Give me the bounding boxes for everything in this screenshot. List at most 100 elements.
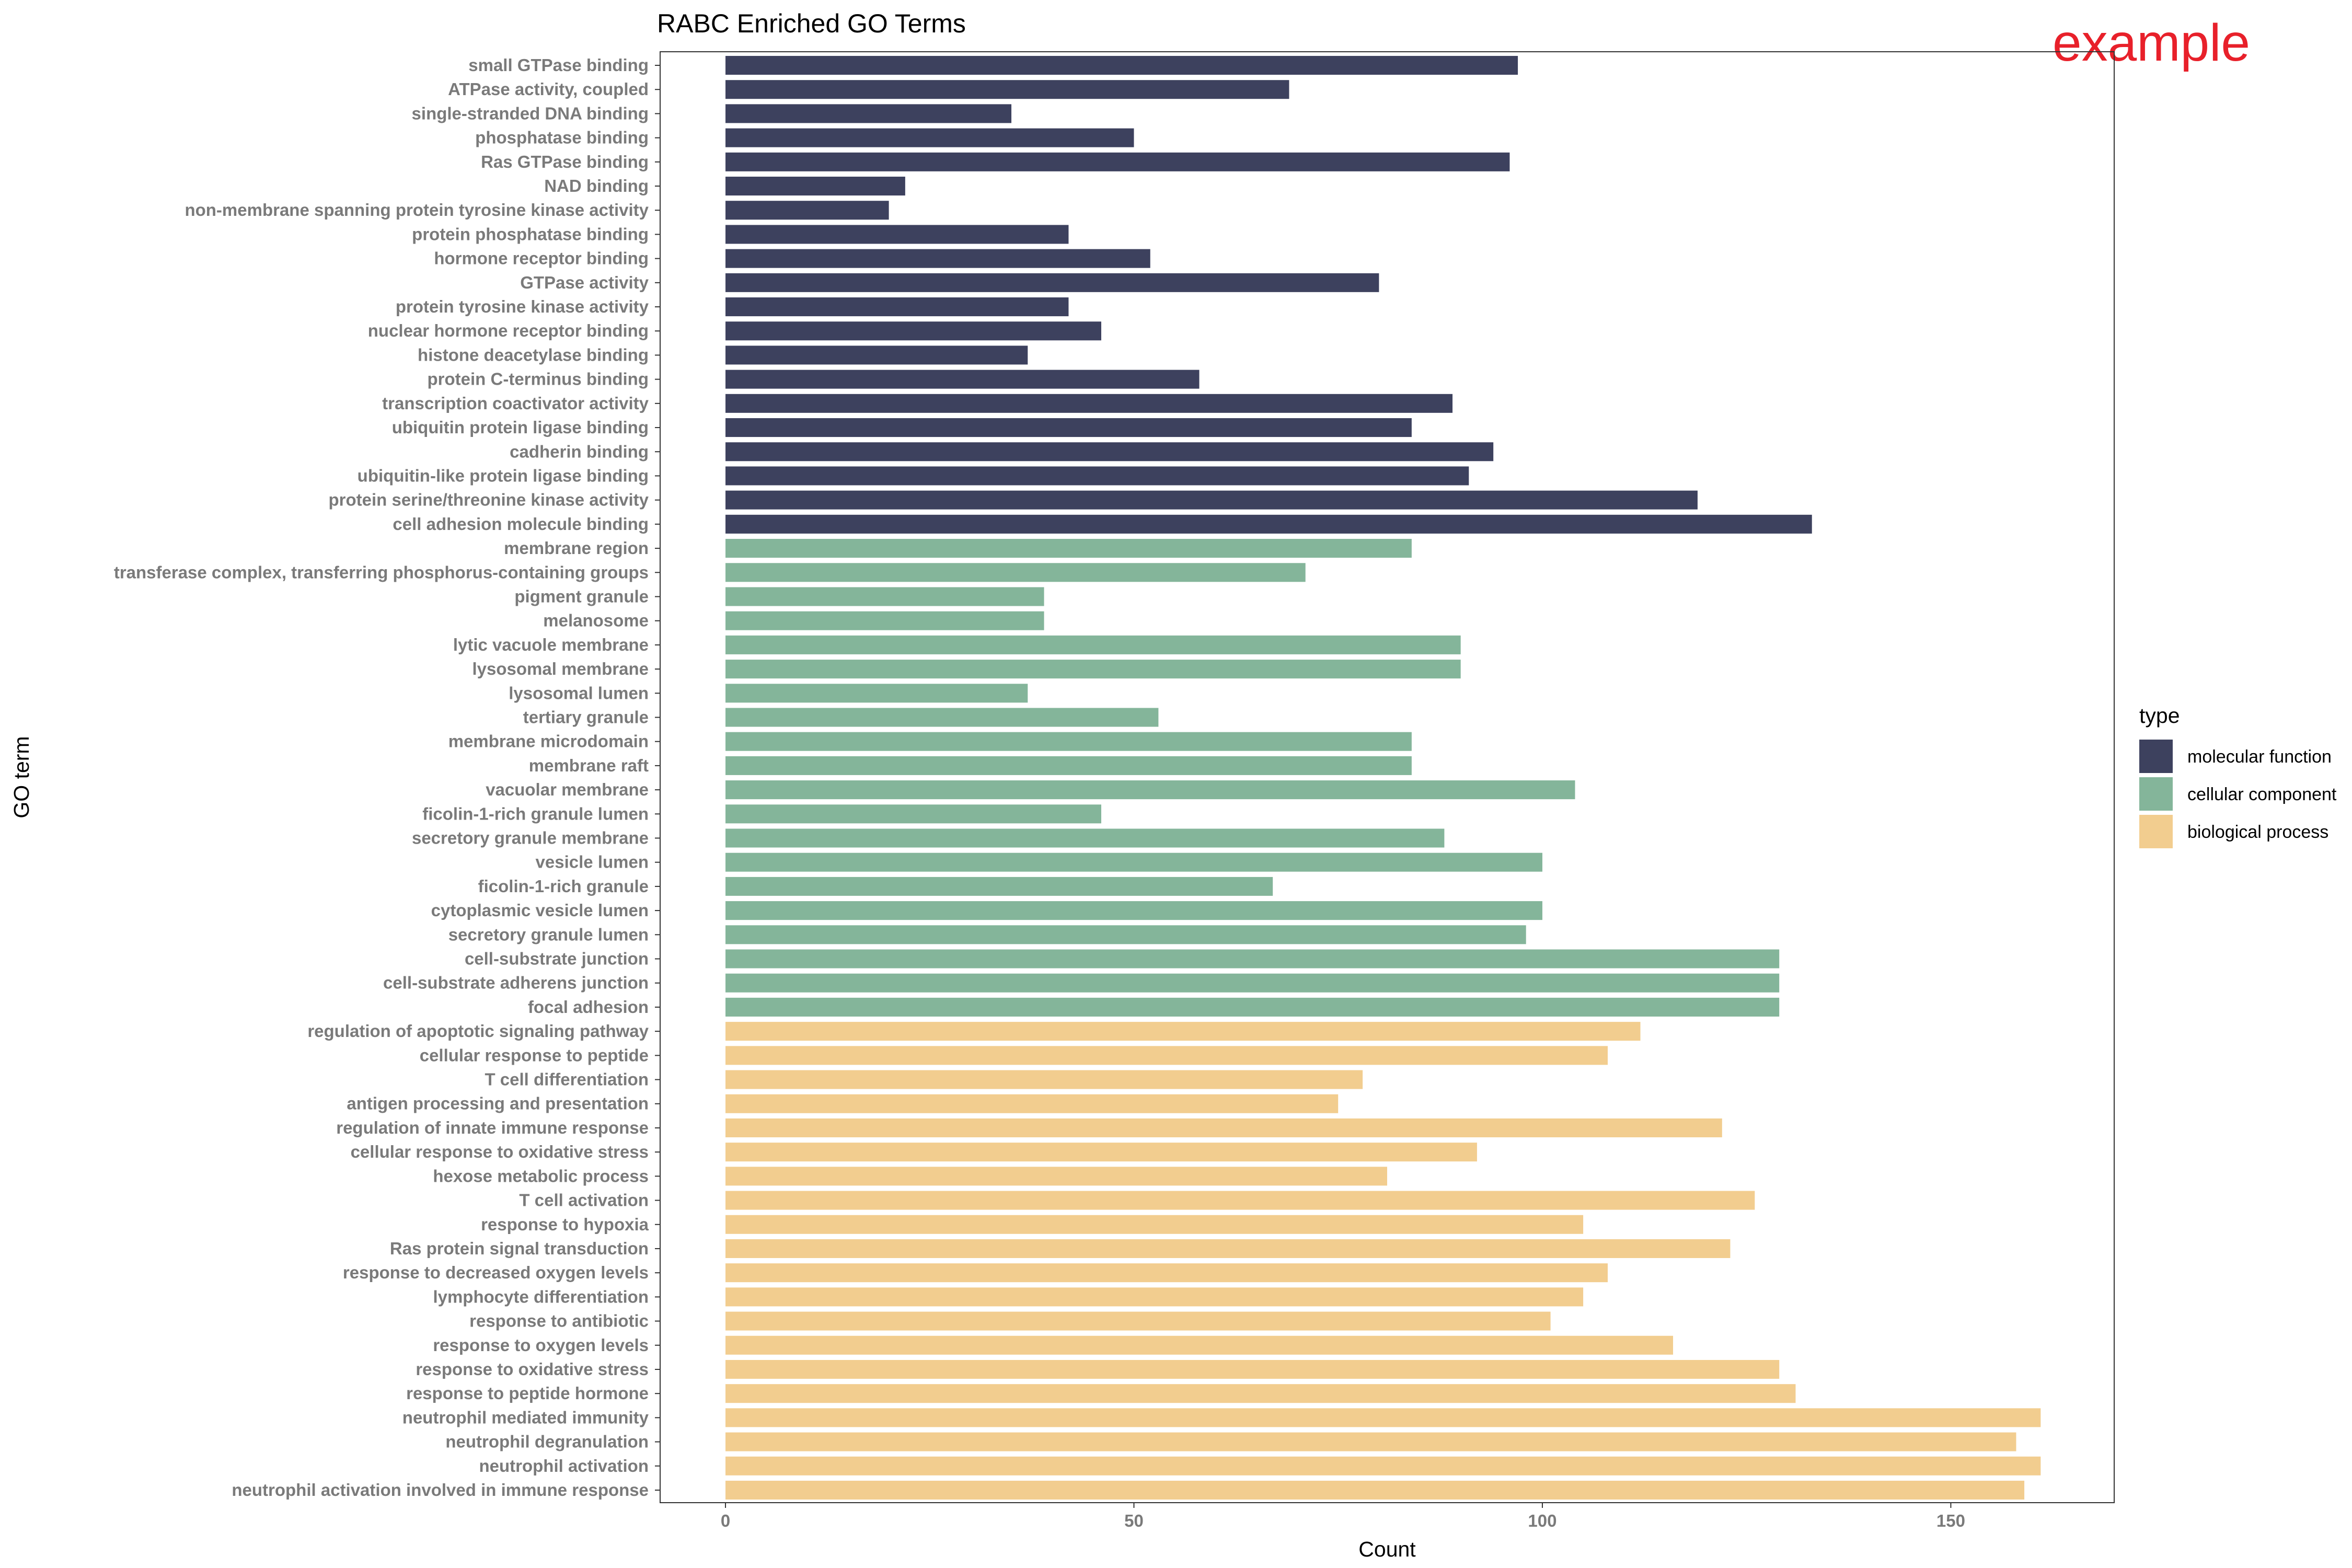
bar-3 bbox=[725, 128, 1134, 147]
go-term-label-26: lysosomal lumen bbox=[509, 683, 649, 702]
bar-9 bbox=[725, 273, 1379, 292]
go-term-label-16: cadherin binding bbox=[510, 442, 649, 461]
bar-36 bbox=[725, 925, 1526, 944]
go-term-label-6: non-membrane spanning protein tyrosine k… bbox=[185, 200, 649, 220]
bar-28 bbox=[725, 732, 1412, 751]
bar-51 bbox=[725, 1287, 1584, 1307]
bar-15 bbox=[725, 418, 1412, 437]
go-term-label-45: cellular response to oxidative stress bbox=[351, 1142, 649, 1161]
bar-4 bbox=[725, 152, 1510, 171]
go-term-label-54: response to oxidative stress bbox=[416, 1359, 649, 1379]
x-axis-title: Count bbox=[1358, 1537, 1416, 1561]
go-term-label-2: single-stranded DNA binding bbox=[412, 103, 649, 123]
bar-24 bbox=[725, 635, 1461, 654]
bars-layer bbox=[725, 55, 2041, 1500]
go-term-label-50: response to decreased oxygen levels bbox=[343, 1263, 649, 1282]
go-term-label-44: regulation of innate immune response bbox=[336, 1118, 649, 1137]
go-term-label-25: lysosomal membrane bbox=[472, 659, 649, 678]
plot-panel bbox=[660, 51, 2115, 1503]
bar-17 bbox=[725, 466, 1469, 486]
bar-49 bbox=[725, 1239, 1731, 1258]
go-term-label-47: T cell activation bbox=[519, 1191, 649, 1210]
bar-23 bbox=[725, 611, 1044, 630]
bar-12 bbox=[725, 345, 1028, 365]
go-term-label-43: antigen processing and presentation bbox=[347, 1094, 649, 1113]
go-term-label-15: ubiquitin protein ligase binding bbox=[392, 418, 649, 437]
bar-1 bbox=[725, 80, 1289, 99]
go-term-label-5: NAD binding bbox=[544, 176, 649, 195]
bar-39 bbox=[725, 997, 1780, 1017]
legend: type molecular function cellular componen… bbox=[2139, 704, 2337, 848]
go-term-label-56: neutrophil mediated immunity bbox=[402, 1408, 649, 1427]
go-term-label-18: protein serine/threonine kinase activity bbox=[328, 490, 649, 510]
go-term-label-37: cell-substrate junction bbox=[465, 949, 649, 969]
bar-44 bbox=[725, 1118, 1722, 1137]
bar-5 bbox=[725, 176, 905, 196]
go-term-label-12: histone deacetylase binding bbox=[418, 345, 649, 364]
go-term-label-57: neutrophil degranulation bbox=[445, 1432, 649, 1451]
go-term-label-1: ATPase activity, coupled bbox=[448, 79, 649, 99]
go-term-label-36: secretory granule lumen bbox=[448, 925, 649, 944]
y-axis-title: GO term bbox=[9, 736, 33, 818]
bar-42 bbox=[725, 1070, 1363, 1089]
bar-54 bbox=[725, 1359, 1780, 1379]
bar-50 bbox=[725, 1263, 1608, 1283]
x-tick-label-0: 0 bbox=[721, 1511, 730, 1530]
bar-20 bbox=[725, 539, 1412, 558]
bar-19 bbox=[725, 514, 1812, 534]
go-term-label-7: protein phosphatase binding bbox=[412, 224, 649, 244]
go-term-label-35: cytoplasmic vesicle lumen bbox=[431, 901, 649, 920]
bar-38 bbox=[725, 973, 1780, 993]
bar-35 bbox=[725, 901, 1542, 920]
bar-27 bbox=[725, 708, 1159, 727]
go-term-label-39: focal adhesion bbox=[528, 997, 649, 1017]
legend-label-2: biological process bbox=[2187, 822, 2328, 842]
bar-47 bbox=[725, 1191, 1755, 1210]
go-term-label-49: Ras protein signal transduction bbox=[390, 1239, 649, 1258]
go-term-label-8: hormone receptor binding bbox=[434, 249, 649, 268]
bar-18 bbox=[725, 490, 1698, 510]
x-tick-label-1: 50 bbox=[1124, 1511, 1144, 1530]
go-term-label-48: response to hypoxia bbox=[481, 1215, 649, 1234]
bar-48 bbox=[725, 1215, 1584, 1234]
bar-29 bbox=[725, 756, 1412, 775]
bar-21 bbox=[725, 563, 1306, 582]
go-term-label-53: response to oxygen levels bbox=[433, 1335, 649, 1355]
bar-16 bbox=[725, 442, 1494, 462]
bar-0 bbox=[725, 55, 1518, 75]
bar-57 bbox=[725, 1432, 2016, 1451]
bar-32 bbox=[725, 828, 1445, 848]
bar-40 bbox=[725, 1022, 1641, 1041]
y-axis-labels: small GTPase binding ATPase activity, cou… bbox=[114, 55, 660, 1500]
go-term-label-4: Ras GTPase binding bbox=[481, 152, 649, 171]
go-term-label-23: melanosome bbox=[543, 611, 649, 630]
go-term-label-41: cellular response to peptide bbox=[420, 1045, 649, 1065]
go-term-label-59: neutrophil activation involved in immune… bbox=[232, 1480, 649, 1500]
go-term-label-31: ficolin-1-rich granule lumen bbox=[422, 804, 649, 823]
bar-41 bbox=[725, 1046, 1608, 1065]
x-tick-label-3: 150 bbox=[1936, 1511, 1965, 1530]
go-term-label-14: transcription coactivator activity bbox=[382, 394, 649, 413]
bar-58 bbox=[725, 1456, 2041, 1475]
legend-swatch-1 bbox=[2139, 777, 2173, 811]
go-term-label-13: protein C-terminus binding bbox=[428, 370, 649, 389]
go-term-label-33: vesicle lumen bbox=[536, 852, 649, 872]
bar-8 bbox=[725, 249, 1150, 268]
go-term-label-32: secretory granule membrane bbox=[412, 828, 649, 848]
bar-25 bbox=[725, 660, 1461, 679]
bar-10 bbox=[725, 297, 1069, 317]
go-term-label-30: vacuolar membrane bbox=[486, 780, 649, 799]
go-term-label-34: ficolin-1-rich granule bbox=[478, 877, 649, 896]
bar-11 bbox=[725, 321, 1101, 341]
go-term-label-21: transferase complex, transferring phosph… bbox=[114, 562, 649, 582]
go-term-label-40: regulation of apoptotic signaling pathwa… bbox=[307, 1021, 649, 1041]
go-term-label-17: ubiquitin-like protein ligase binding bbox=[358, 466, 649, 485]
legend-title: type bbox=[2139, 704, 2180, 728]
bar-59 bbox=[725, 1480, 2025, 1500]
go-term-label-24: lytic vacuole membrane bbox=[453, 635, 649, 654]
bar-55 bbox=[725, 1384, 1796, 1403]
go-term-label-10: protein tyrosine kinase activity bbox=[396, 297, 649, 316]
go-term-label-58: neutrophil activation bbox=[479, 1456, 649, 1475]
legend-label-0: molecular function bbox=[2187, 747, 2332, 767]
